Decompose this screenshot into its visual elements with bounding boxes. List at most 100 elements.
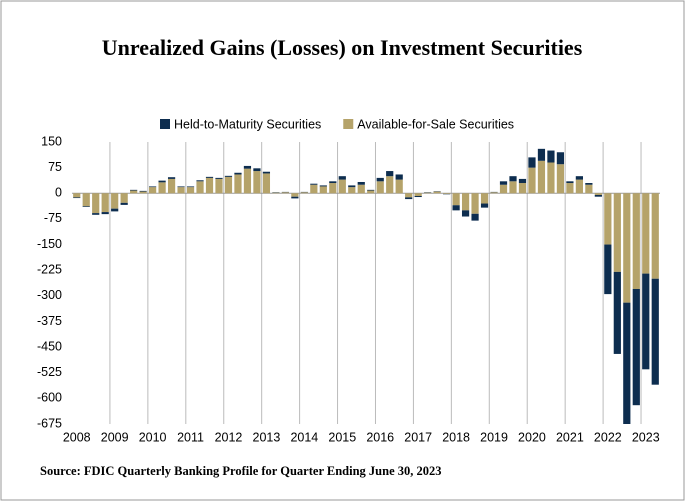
- bar-segment: [367, 189, 375, 191]
- x-tick-label: 2008: [63, 430, 91, 444]
- source: Source: FDIC Quarterly Banking Profile f…: [40, 464, 442, 478]
- legend-swatch: [343, 119, 354, 129]
- x-tick-label: 2020: [518, 430, 546, 444]
- bar-segment: [490, 192, 498, 194]
- bar-segment: [82, 193, 90, 207]
- bar-segment: [234, 172, 242, 175]
- bar-segment: [604, 244, 612, 295]
- y-tick-label: 150: [41, 134, 62, 148]
- x-tick-label: 2013: [253, 430, 281, 444]
- x-tick-label: 2023: [632, 430, 660, 444]
- bar-segment: [537, 148, 546, 161]
- bar-segment: [196, 181, 204, 194]
- bar-segment: [224, 176, 233, 194]
- bar-segment: [443, 193, 451, 194]
- x-tick-label: 2011: [177, 430, 204, 444]
- bar-segment: [405, 197, 413, 200]
- x-tick-label: 2021: [556, 430, 584, 444]
- bar-segment: [509, 181, 517, 194]
- bar-segment: [566, 183, 574, 194]
- bar-segment: [594, 193, 602, 195]
- bar-segment: [613, 193, 621, 272]
- bar-segment: [158, 182, 166, 194]
- x-tick-label: 2016: [366, 430, 394, 444]
- bar-segment: [120, 193, 128, 203]
- bar-segment: [651, 278, 659, 385]
- x-tick-label: 2015: [328, 430, 356, 444]
- bar-segment: [310, 184, 318, 194]
- bar-segment: [319, 185, 327, 187]
- bar-segment: [556, 164, 565, 194]
- bar-segment: [452, 205, 460, 211]
- bar-segment: [158, 180, 166, 183]
- x-tick-label: 2017: [404, 430, 432, 444]
- bar-segment: [177, 186, 185, 188]
- bar-segment: [575, 176, 583, 180]
- bar-segment: [623, 302, 631, 424]
- bar-segment: [518, 178, 527, 184]
- bar-segment: [405, 193, 413, 198]
- bar-segment: [376, 181, 384, 194]
- bar-segment: [357, 181, 365, 185]
- bar-segment: [480, 203, 489, 208]
- bar-segment: [329, 181, 337, 184]
- bar-segment: [329, 183, 337, 194]
- bar-segment: [149, 186, 157, 188]
- bar-segment: [461, 193, 470, 211]
- bar-segment: [395, 174, 403, 180]
- bar-segment: [642, 193, 650, 274]
- bar-segment: [243, 168, 252, 194]
- bar-segment: [480, 193, 489, 204]
- x-tick-label: 2019: [480, 430, 508, 444]
- bar-segment: [186, 187, 195, 194]
- bar-segment: [120, 202, 128, 205]
- bar-segment: [262, 173, 271, 194]
- bar-segment: [585, 183, 593, 185]
- bar-segment: [566, 181, 574, 184]
- y-tick-label: -150: [37, 237, 62, 251]
- bar-segment: [281, 192, 289, 194]
- x-tick-label: 2018: [442, 430, 470, 444]
- bar-segment: [433, 191, 441, 194]
- bar-segment: [92, 193, 100, 214]
- bar-segment: [537, 160, 546, 194]
- bar-segment: [139, 190, 147, 192]
- bar-segment: [149, 187, 157, 194]
- bar-segment: [613, 271, 621, 354]
- bar-segment: [376, 177, 384, 182]
- y-tick-label: -75: [44, 211, 62, 225]
- x-tick-label: 2009: [101, 430, 129, 444]
- y-tick-label: -675: [37, 416, 62, 430]
- bar-segment: [130, 190, 138, 194]
- bar-segment: [215, 177, 223, 179]
- bar-segment: [139, 191, 147, 194]
- bar-segment: [518, 183, 527, 194]
- bar-segment: [253, 171, 261, 194]
- x-tick-label: 2010: [139, 430, 167, 444]
- bar-segment: [243, 165, 252, 169]
- bar-segment: [424, 192, 432, 194]
- bar-segment: [461, 210, 470, 217]
- bar-segment: [224, 175, 233, 177]
- y-tick-label: 75: [48, 160, 62, 174]
- bar-segment: [414, 196, 422, 198]
- bar-segment: [509, 176, 517, 182]
- legend-swatch: [160, 119, 170, 129]
- bar-segment: [82, 206, 90, 207]
- bar-segment: [357, 184, 365, 194]
- bar-segment: [395, 179, 403, 194]
- bar-segment: [452, 193, 460, 206]
- legend-label: Available-for-Sale Securities: [357, 117, 514, 131]
- bar-segment: [499, 181, 508, 185]
- bar-segment: [319, 186, 327, 194]
- y-tick-label: -450: [37, 339, 62, 353]
- y-tick-label: -225: [37, 262, 62, 276]
- bar-segment: [186, 186, 195, 188]
- bar-segment: [471, 193, 479, 214]
- bar-segment: [585, 184, 593, 194]
- bar-segment: [594, 194, 602, 197]
- bar-segment: [205, 177, 214, 194]
- bar-segment: [167, 177, 176, 179]
- bar-segment: [101, 193, 109, 213]
- bar-segment: [205, 176, 214, 178]
